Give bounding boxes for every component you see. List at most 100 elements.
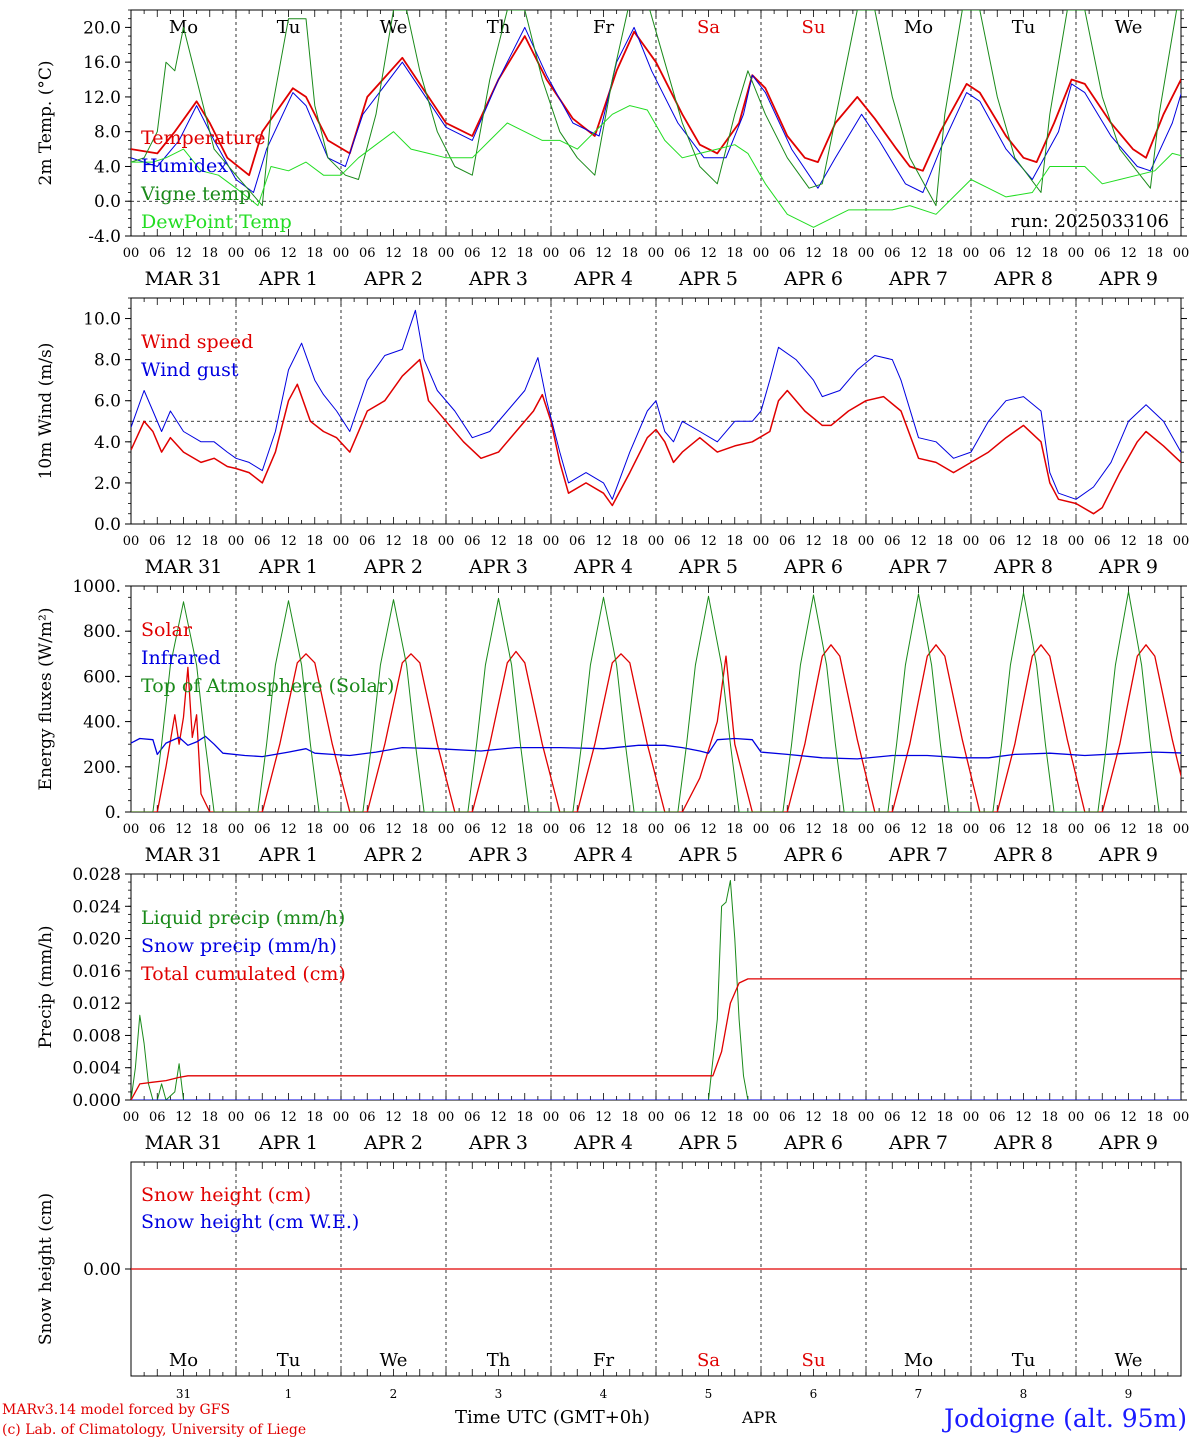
legend-entry: Snow precip (mm/h) <box>141 935 337 957</box>
panel-1: -4.0 0.0 4.0 8.0 12.0 16.0 20.0 2m Temp. (°C) 00… <box>36 9 1189 290</box>
y-tick-label: 0.0 <box>94 192 121 212</box>
date-label: APR 4 <box>573 268 633 290</box>
hour-label: 18 <box>936 822 953 837</box>
y-tick-label: 4.0 <box>94 433 121 453</box>
day-name: We <box>1115 1350 1143 1371</box>
hour-label: 00 <box>438 822 455 837</box>
hour-label: 00 <box>228 1110 245 1125</box>
hour-label: 00 <box>123 1110 140 1125</box>
day-name: Su <box>802 1350 826 1371</box>
hour-label: 12 <box>1015 1110 1032 1125</box>
hour-label: 12 <box>385 534 402 549</box>
day-name: Tu <box>277 17 301 38</box>
hour-label: 18 <box>411 246 428 261</box>
hour-label: 06 <box>359 822 376 837</box>
run-annotation: run: 2025033106 <box>1011 211 1169 232</box>
day-number: 7 <box>915 1387 923 1401</box>
hour-label: 18 <box>1146 246 1163 261</box>
y-tick-label: 8.0 <box>94 351 121 371</box>
hour-label: 18 <box>201 1110 218 1125</box>
hour-label: 18 <box>516 246 533 261</box>
hour-label: 18 <box>1146 1110 1163 1125</box>
hour-label: 00 <box>648 1110 665 1125</box>
legend-entry: Snow height (cm) <box>141 1184 311 1206</box>
y-tick-label: 400. <box>83 713 121 733</box>
hour-label: 00 <box>228 246 245 261</box>
hour-label: 06 <box>569 1110 586 1125</box>
hour-label: 12 <box>805 1110 822 1125</box>
hour-label: 12 <box>280 1110 297 1125</box>
hour-label: 00 <box>438 1110 455 1125</box>
hour-label: 18 <box>201 822 218 837</box>
day-name: Mo <box>904 17 933 38</box>
hour-label: 00 <box>963 822 980 837</box>
series-line-solar <box>131 644 1181 812</box>
y-tick-label: 8.0 <box>94 123 121 143</box>
date-label: APR 2 <box>363 844 423 866</box>
day-number: 31 <box>176 1387 191 1401</box>
hour-label: 00 <box>228 534 245 549</box>
hour-label: 00 <box>648 246 665 261</box>
hour-label: 06 <box>674 1110 691 1125</box>
hour-label: 18 <box>621 1110 638 1125</box>
month-label: APR <box>741 1408 777 1427</box>
date-label: APR 1 <box>258 1132 318 1154</box>
hour-label: 18 <box>201 534 218 549</box>
y-tick-label: 12.0 <box>83 88 121 108</box>
hour-label: 00 <box>1173 534 1190 549</box>
day-name: Fr <box>593 1350 614 1371</box>
legend-entry: Humidex <box>141 155 228 177</box>
hour-label: 18 <box>516 1110 533 1125</box>
hour-label: 12 <box>490 1110 507 1125</box>
date-label: APR 6 <box>783 1132 843 1154</box>
hour-label: 06 <box>254 1110 271 1125</box>
y-tick-label: 0.008 <box>72 1026 121 1046</box>
date-label: APR 6 <box>783 268 843 290</box>
day-number: 2 <box>390 1387 398 1401</box>
hour-label: 18 <box>1041 1110 1058 1125</box>
hour-label: 06 <box>779 246 796 261</box>
hour-label: 12 <box>805 246 822 261</box>
day-name: Fr <box>593 17 614 38</box>
date-label: APR 7 <box>888 556 948 578</box>
hour-label: 06 <box>884 246 901 261</box>
date-label: MAR 31 <box>145 1132 223 1154</box>
hour-label: 18 <box>726 534 743 549</box>
series-line-temperature <box>131 30 1181 177</box>
hour-label: 18 <box>726 822 743 837</box>
y-tick-label: 0.020 <box>72 930 121 950</box>
hour-label: 00 <box>753 822 770 837</box>
date-label: APR 3 <box>468 844 528 866</box>
date-label: APR 1 <box>258 268 318 290</box>
hour-label: 00 <box>858 246 875 261</box>
hour-label: 06 <box>569 534 586 549</box>
y-tick-label: 0.0 <box>94 515 121 535</box>
hour-label: 18 <box>831 1110 848 1125</box>
date-label: APR 2 <box>363 268 423 290</box>
series-line-humidex <box>131 26 1181 193</box>
hour-label: 06 <box>1094 822 1111 837</box>
y-axis-label: 2m Temp. (°C) <box>36 60 56 185</box>
hour-label: 06 <box>149 822 166 837</box>
date-label: APR 9 <box>1098 556 1158 578</box>
x-axis-label: Time UTC (GMT+0h) <box>455 1407 650 1428</box>
date-label: APR 6 <box>783 556 843 578</box>
hour-label: 12 <box>280 822 297 837</box>
hour-label: 00 <box>333 246 350 261</box>
hour-label: 18 <box>306 822 323 837</box>
hour-label: 18 <box>936 1110 953 1125</box>
hour-label: 12 <box>1120 822 1137 837</box>
hour-label: 18 <box>411 822 428 837</box>
date-label: APR 8 <box>993 844 1053 866</box>
hour-label: 12 <box>805 534 822 549</box>
hour-label: 06 <box>149 534 166 549</box>
day-number: 4 <box>600 1387 608 1401</box>
hour-label: 00 <box>1068 822 1085 837</box>
day-name: We <box>380 17 408 38</box>
y-tick-label: 20.0 <box>83 18 121 38</box>
y-axis-label: 10m Wind (m/s) <box>36 343 56 480</box>
y-tick-label: 0.000 <box>72 1091 121 1111</box>
date-label: APR 4 <box>573 844 633 866</box>
date-label: APR 7 <box>888 268 948 290</box>
